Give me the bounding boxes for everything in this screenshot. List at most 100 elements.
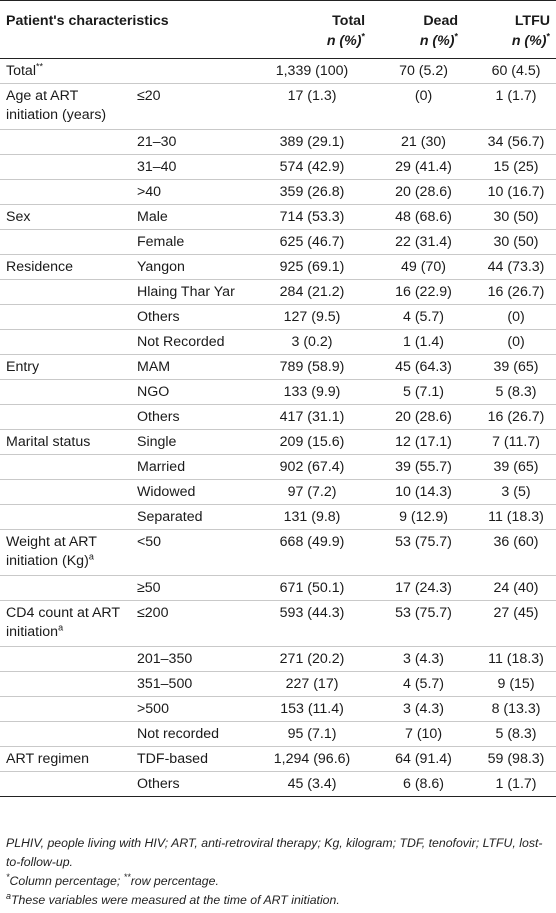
cell-group [0,576,131,601]
table-row: >40 359 (26.8) 20 (28.6) 10 (16.7) [0,180,556,205]
cell-total-text: 714 (53.3) [279,209,345,225]
cell-subcategory-text: Others [137,776,180,792]
cell-group [0,380,131,405]
table-row: >500 153 (11.4) 3 (4.3) 8 (13.3) [0,697,556,722]
cell-total-text: 153 (11.4) [280,701,344,717]
cell-dead: 49 (70) [371,255,464,280]
cell-subcategory [131,59,253,84]
cell-ltfu-text: 44 (73.3) [487,259,545,275]
cell-subcategory: 351–500 [131,672,253,697]
cell-dead: 20 (28.6) [371,405,464,430]
cell-dead-text: 6 (8.6) [403,776,445,792]
cell-total-text: 3 (0.2) [291,334,333,350]
cell-subcategory: >40 [131,180,253,205]
cell-total: 153 (11.4) [253,697,371,722]
cell-ltfu-text: (0) [507,309,525,325]
characteristics-table-container: Patient's characteristics Total n (%)* D… [0,0,556,797]
cell-total-text: 671 (50.1) [279,580,345,596]
cell-dead-text: 1 (1.4) [403,334,445,350]
cell-group-text: Sex [6,209,31,225]
cell-subcategory: Others [131,305,253,330]
cell-subcategory: Widowed [131,480,253,505]
cell-total-text: 227 (17) [285,676,339,692]
cell-subcategory-text: TDF-based [137,751,208,767]
cell-ltfu: 39 (65) [464,455,556,480]
cell-group [0,722,131,747]
cell-group [0,405,131,430]
cell-dead-text: 48 (68.6) [395,209,452,225]
cell-group: Total** [0,59,131,84]
cell-group-text [6,647,125,650]
cell-ltfu-text: 36 (60) [493,534,539,550]
table-row: Marital status Single 209 (15.6) 12 (17.1) 7… [0,430,556,455]
footnote-percentages: *Column percentage; **row percentage. [6,872,552,891]
cell-total-text: 1,339 (100) [275,63,349,79]
characteristics-table: Patient's characteristics Total n (%)* D… [0,0,556,797]
cell-total: 17 (1.3) [253,84,371,130]
cell-ltfu: 8 (13.3) [464,697,556,722]
cell-ltfu-text: 11 (18.3) [488,509,544,525]
cell-total-text: 1,294 (96.6) [273,751,351,767]
cell-group [0,330,131,355]
cell-ltfu: 36 (60) [464,530,556,576]
cell-group [0,647,131,672]
cell-total-text: 925 (69.1) [279,259,345,275]
cell-total-text: 389 (29.1) [279,134,345,150]
cell-subcategory-text: Female [137,234,185,250]
cell-total: 209 (15.6) [253,430,371,455]
cell-group [0,155,131,180]
cell-dead: 6 (8.6) [371,772,464,797]
cell-dead-text: 45 (64.3) [395,359,452,375]
cell-ltfu: 5 (8.3) [464,722,556,747]
cell-dead: 20 (28.6) [371,180,464,205]
cell-subcategory: Single [131,430,253,455]
cell-ltfu-text: 1 (1.7) [495,88,537,104]
table-row: Others 127 (9.5) 4 (5.7) (0) [0,305,556,330]
cell-total: 133 (9.9) [253,380,371,405]
header-ltfu-label: LTFU [514,13,551,29]
cell-ltfu: 27 (45) [464,601,556,647]
cell-group-text [6,772,125,775]
cell-subcategory-text: MAM [137,359,171,375]
cell-group: Marital status [0,430,131,455]
cell-dead: 29 (41.4) [371,155,464,180]
cell-group [0,697,131,722]
cell-total-text: 95 (7.1) [287,726,337,742]
footnote-abbreviations: PLHIV, people living with HIV; ART, anti… [6,836,543,869]
cell-total: 3 (0.2) [253,330,371,355]
cell-group-text [6,380,125,383]
cell-subcategory-text: 201–350 [137,651,193,667]
cell-dead-text: 12 (17.1) [395,434,452,450]
cell-total-text: 593 (44.3) [279,605,345,621]
cell-total-text: 127 (9.5) [283,309,341,325]
cell-group-text [6,305,125,308]
cell-dead: 12 (17.1) [371,430,464,455]
table-row: Married 902 (67.4) 39 (55.7) 39 (65) [0,455,556,480]
table-header: Patient's characteristics Total n (%)* D… [0,0,556,59]
cell-dead-text: 39 (55.7) [395,459,452,475]
table-row: CD4 count at ART initiationa ≤200 593 (44.… [0,601,556,647]
cell-subcategory: Female [131,230,253,255]
cell-dead-text: 53 (75.7) [395,605,452,621]
cell-subcategory-text: >500 [137,701,169,717]
cell-total-text: 17 (1.3) [287,88,337,104]
cell-subcategory: Not recorded [131,722,253,747]
cell-ltfu-text: 10 (16.7) [487,184,545,200]
table-row: Hlaing Thar Yar 284 (21.2) 16 (22.9) 16 (26… [0,280,556,305]
cell-total-text: 359 (26.8) [279,184,345,200]
cell-group-text [6,330,125,333]
cell-dead-text: 5 (7.1) [403,384,445,400]
cell-subcategory: ≤20 [131,84,253,130]
cell-subcategory-text: Yangon [137,259,185,275]
cell-subcategory: TDF-based [131,747,253,772]
cell-total: 97 (7.2) [253,480,371,505]
cell-group-text: Entry [6,359,40,375]
cell-group-text [6,230,125,233]
table-row: Total** 1,339 (100) 70 (5.2) 60 (4.5) [0,59,556,84]
cell-subcategory: Others [131,772,253,797]
cell-ltfu-text: 60 (4.5) [491,63,541,79]
cell-ltfu-text: 5 (8.3) [495,384,537,400]
cell-ltfu: 30 (50) [464,230,556,255]
cell-dead-text: 70 (5.2) [399,63,448,79]
cell-dead: 64 (91.4) [371,747,464,772]
